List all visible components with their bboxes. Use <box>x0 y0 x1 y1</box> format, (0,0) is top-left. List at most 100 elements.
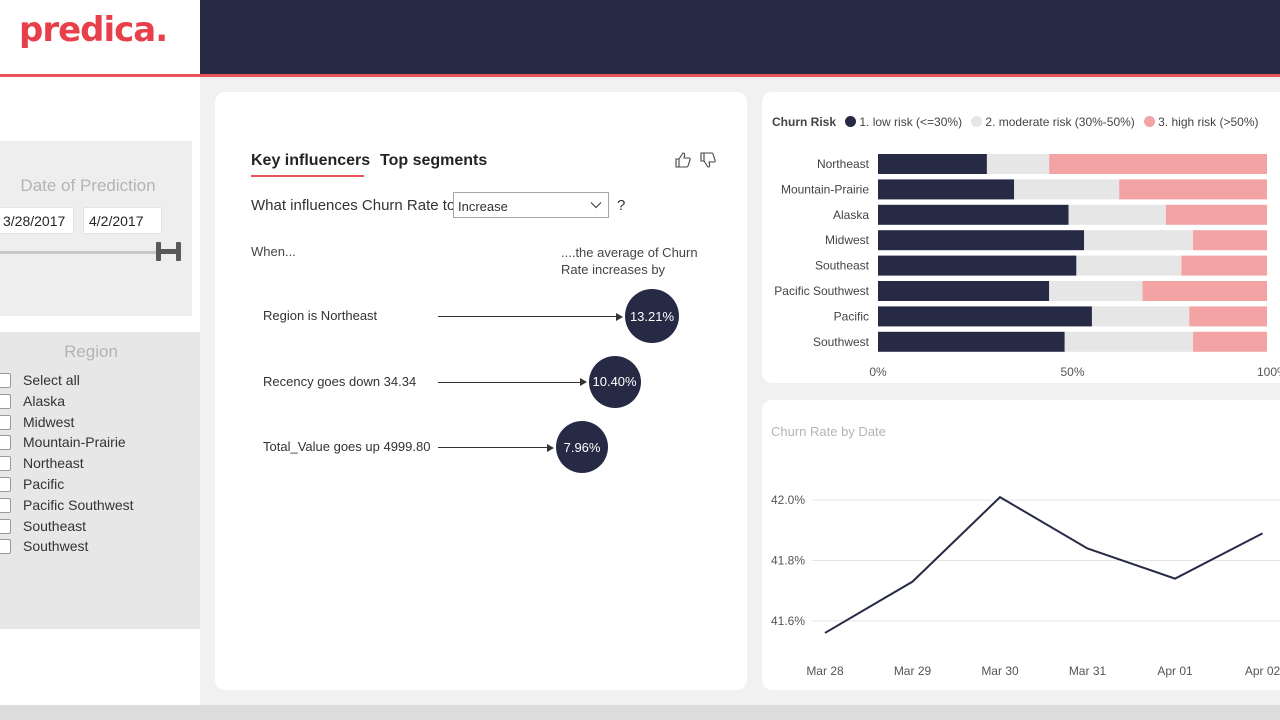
line-point[interactable] <box>997 494 1003 500</box>
bar-segment[interactable] <box>1076 255 1182 276</box>
region-label: Northeast <box>23 455 84 472</box>
line-point[interactable] <box>910 579 916 585</box>
date-slider-track[interactable] <box>0 251 168 254</box>
key-influencers-card <box>215 92 747 690</box>
x-tick-label: 0% <box>869 365 887 379</box>
arrow-right-icon <box>579 378 587 386</box>
line-point[interactable] <box>1172 576 1178 582</box>
x-tick-label: Apr 02 <box>1245 664 1280 678</box>
bar-segment[interactable] <box>878 154 987 174</box>
y-tick-label: 41.6% <box>771 614 805 628</box>
region-label: Pacific Southwest <box>23 496 134 513</box>
average-increase-label: ....the average of Churn Rate increases … <box>561 245 698 277</box>
legend-item-high[interactable]: 3. high risk (>50%) <box>1144 115 1259 129</box>
category-label: Northeast <box>817 157 870 171</box>
bar-segment[interactable] <box>1119 179 1267 200</box>
line-point[interactable] <box>822 630 828 636</box>
tab-top-segments[interactable]: Top segments <box>380 152 488 169</box>
arrow-right-icon <box>616 312 623 321</box>
bar-segment[interactable] <box>878 230 1085 251</box>
churn-rate-card <box>762 400 1280 690</box>
bar-segment[interactable] <box>1091 306 1190 327</box>
y-tick-label: 41.8% <box>771 554 805 568</box>
tab-key-influencers[interactable]: Key influencers <box>251 152 371 169</box>
influencer-label[interactable]: Recency goes down 34.34 <box>263 373 417 389</box>
header-accent-line <box>0 74 1280 77</box>
checkbox-icon[interactable] <box>0 518 11 534</box>
bar-segment[interactable] <box>986 154 1050 174</box>
checkbox-icon[interactable] <box>0 373 11 388</box>
bar-segment[interactable] <box>1014 179 1120 200</box>
header-bar <box>200 0 1280 74</box>
bar-segment[interactable] <box>1068 204 1166 225</box>
line-point[interactable] <box>1085 545 1091 551</box>
x-tick-label: Apr 01 <box>1157 664 1193 678</box>
bar-segment[interactable] <box>878 331 1065 352</box>
y-tick-label: 42.0% <box>771 493 805 507</box>
category-label: Pacific Southwest <box>774 284 869 298</box>
x-tick-label: Mar 31 <box>1069 664 1107 678</box>
influencer-bubble[interactable]: 7.96% <box>556 421 609 473</box>
bar-segment[interactable] <box>1193 230 1267 251</box>
checkbox-icon[interactable] <box>0 477 11 492</box>
bar-segment[interactable] <box>1049 154 1267 174</box>
direction-dropdown-value: Increase <box>458 199 508 214</box>
date-start-input[interactable]: 3/28/2017 <box>0 207 74 234</box>
bar-segment[interactable] <box>1165 204 1267 225</box>
bar-segment[interactable] <box>1064 331 1194 352</box>
category-label: Southeast <box>815 259 870 273</box>
brand-logo: predica. <box>19 10 168 50</box>
region-label: Select all <box>23 372 80 388</box>
chevron-down-icon <box>590 202 602 209</box>
influencer-label[interactable]: Region is Northeast <box>263 308 378 323</box>
x-tick-label: Mar 30 <box>981 664 1019 678</box>
influencer-bubble[interactable]: 10.40% <box>588 355 641 408</box>
bar-segment[interactable] <box>878 306 1092 327</box>
bar-segment[interactable] <box>878 179 1015 200</box>
direction-dropdown[interactable]: Increase <box>453 192 609 218</box>
question-mark: ? <box>617 197 626 214</box>
checkbox-icon[interactable] <box>0 497 11 513</box>
checkbox-icon[interactable] <box>0 456 11 472</box>
bar-segment[interactable] <box>1181 255 1267 276</box>
bar-segment[interactable] <box>878 281 1050 301</box>
region-label: Midwest <box>23 413 75 430</box>
churn-rate-line-chart: 42.0% 41.8% 41.6% Mar 28 Mar 29 Mar 30 Mar 31 A… <box>771 493 1280 678</box>
line-point[interactable] <box>1260 530 1266 536</box>
bar-segment[interactable] <box>1049 281 1143 301</box>
checkbox-icon[interactable] <box>0 414 11 430</box>
bar-segment[interactable] <box>1189 306 1267 327</box>
bar-segment[interactable] <box>878 255 1077 276</box>
thumbs-down-icon[interactable] <box>699 151 717 169</box>
bar-segment[interactable] <box>878 204 1069 225</box>
bar-segment[interactable] <box>1084 230 1194 251</box>
influencer-label[interactable]: Total_Value goes up 4999.80 <box>263 439 431 454</box>
checkbox-icon[interactable] <box>0 393 11 409</box>
thumbs-up-icon[interactable] <box>674 151 692 169</box>
legend-title: Churn Risk <box>772 115 837 129</box>
churn-rate-line[interactable] <box>824 495 1263 634</box>
bar-segment[interactable] <box>1142 281 1267 301</box>
influencer-connector <box>438 447 549 448</box>
legend-item-moderate[interactable]: 2. moderate risk (30%-50%) <box>971 115 1135 129</box>
checkbox-icon[interactable] <box>0 539 11 555</box>
influencer-connector <box>438 381 581 383</box>
influencer-bubble[interactable]: 13.21% <box>625 289 679 343</box>
checkbox-icon[interactable] <box>0 435 11 451</box>
legend-dot-icon <box>845 116 857 127</box>
date-slicer-title: Date of Prediction <box>20 176 156 195</box>
category-label: Southwest <box>813 335 870 349</box>
logo-area: predica. <box>0 0 200 74</box>
date-slider-handle[interactable] <box>155 241 182 262</box>
line-chart-title: Churn Rate by Date <box>771 424 886 439</box>
region-label: Southwest <box>23 538 89 555</box>
arrow-right-icon <box>547 443 555 452</box>
region-slicer <box>0 332 200 629</box>
region-slicer-title: Region <box>64 342 118 361</box>
bottom-scrollbar[interactable] <box>0 705 1280 720</box>
legend-item-low[interactable]: 1. low risk (<=30%) <box>845 115 962 129</box>
date-end-input[interactable]: 4/2/2017 <box>83 207 162 234</box>
region-label: Alaska <box>23 392 66 409</box>
active-tab-underline <box>251 175 364 177</box>
bar-segment[interactable] <box>1193 331 1267 352</box>
